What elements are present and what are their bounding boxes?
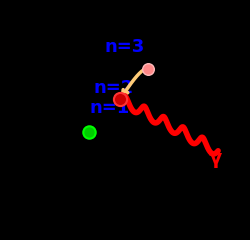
Point (88, 130, 92, 134)
Point (146, 67, 150, 71)
Point (118, 97, 122, 101)
Text: γ: γ (209, 149, 222, 168)
Text: n=2: n=2 (93, 79, 134, 97)
Text: n=3: n=3 (105, 38, 145, 56)
Text: n=1: n=1 (90, 99, 130, 117)
